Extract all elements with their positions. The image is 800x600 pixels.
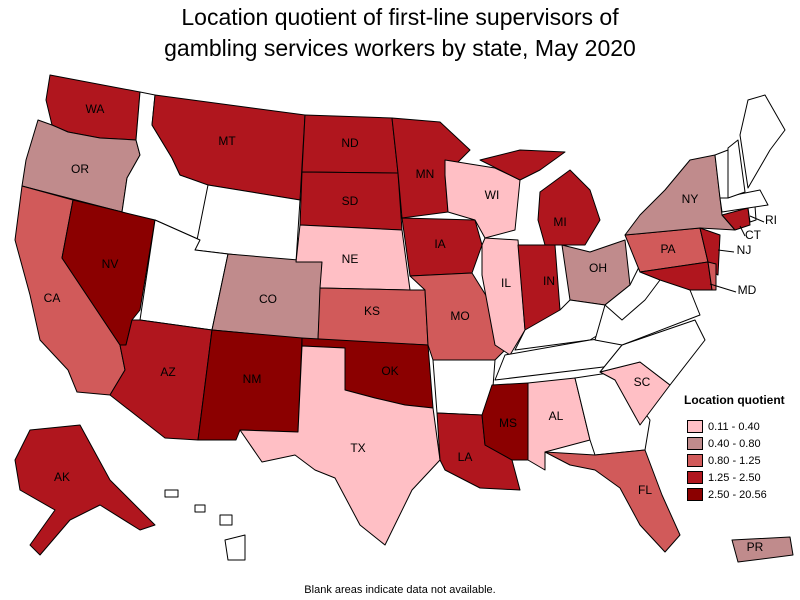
state-label-wi: WI [485,188,500,202]
state-label-sd: SD [342,194,359,208]
state-label-mi: MI [553,215,566,229]
state-md [639,261,713,291]
legend-label: 0.40 - 0.80 [708,437,761,450]
state-hi [164,489,246,561]
state-label-ri: RI [765,213,777,227]
state-label-ms: MS [499,416,517,430]
state-label-co: CO [259,292,277,306]
map-title: Location quotient of first-line supervis… [0,2,800,64]
state-label-ia: IA [434,237,445,251]
title-line-1: Location quotient of first-line supervis… [181,4,619,30]
state-ia [401,217,483,277]
state-de [707,261,717,291]
state-label-mo: MO [450,309,469,323]
legend-swatch [687,488,703,501]
state-fl [544,449,681,553]
legend-row: 0.40 - 0.80 [684,435,796,452]
legend-label: 0.80 - 1.25 [708,454,761,467]
state-label-ks: KS [364,304,380,318]
state-label-mn: MN [416,167,435,181]
legend-swatch [687,454,703,467]
state-label-la: LA [458,450,473,464]
legend-title: Location quotient [684,393,785,407]
legend-swatch [687,420,703,433]
state-label-nd: ND [341,136,359,150]
state-label-ct: CT [745,228,762,242]
callout-line [749,215,765,223]
state-mi [479,149,601,246]
state-pr [731,536,794,563]
state-ma [719,189,769,213]
state-ri [747,205,757,223]
legend-label: 1.25 - 2.50 [708,471,761,484]
state-label-ne: NE [342,252,359,266]
state-label-oh: OH [589,261,607,275]
legend: Location quotient 0.11 - 0.40 0.40 - 0.80… [684,393,796,503]
state-label-ny: NY [682,192,699,206]
callout-line [739,225,746,237]
legend-swatch [687,437,703,450]
legend-row: 0.11 - 0.40 [684,418,796,435]
legend-row: 1.25 - 2.50 [684,469,796,486]
callout-line [709,283,737,293]
state-label-fl: FL [638,483,652,497]
state-label-md: MD [738,283,757,297]
state-label-nj: NJ [737,243,752,257]
state-me [739,94,786,189]
state-label-ok: OK [381,364,398,378]
legend-label: 2.50 - 20.56 [708,488,767,501]
state-label-mt: MT [218,134,236,148]
state-label-wa: WA [86,102,105,116]
legend-row: 0.80 - 1.25 [684,452,796,469]
title-line-2: gambling services workers by state, May … [164,35,636,61]
state-label-in: IN [543,274,555,288]
state-label-az: AZ [160,365,175,379]
state-ak [14,424,156,556]
state-label-al: AL [549,409,564,423]
state-label-il: IL [501,276,511,290]
state-nc [599,319,706,386]
callout-line [717,249,735,253]
footnote: Blank areas indicate data not available. [304,584,496,596]
state-label-ak: AK [54,470,70,484]
state-label-pr: PR [747,540,764,554]
state-label-ca: CA [44,291,61,305]
state-tx [239,345,441,546]
legend-row: 2.50 - 20.56 [684,486,796,503]
state-label-or: OR [71,162,89,176]
legend-swatch [687,471,703,484]
state-label-nm: NM [243,372,262,386]
legend-label: 0.11 - 0.40 [708,420,760,433]
state-ct [721,207,751,231]
state-label-pa: PA [660,242,675,256]
state-label-sc: SC [634,375,651,389]
state-label-tx: TX [350,441,365,455]
state-label-nv: NV [102,257,119,271]
state-nh [727,139,746,199]
